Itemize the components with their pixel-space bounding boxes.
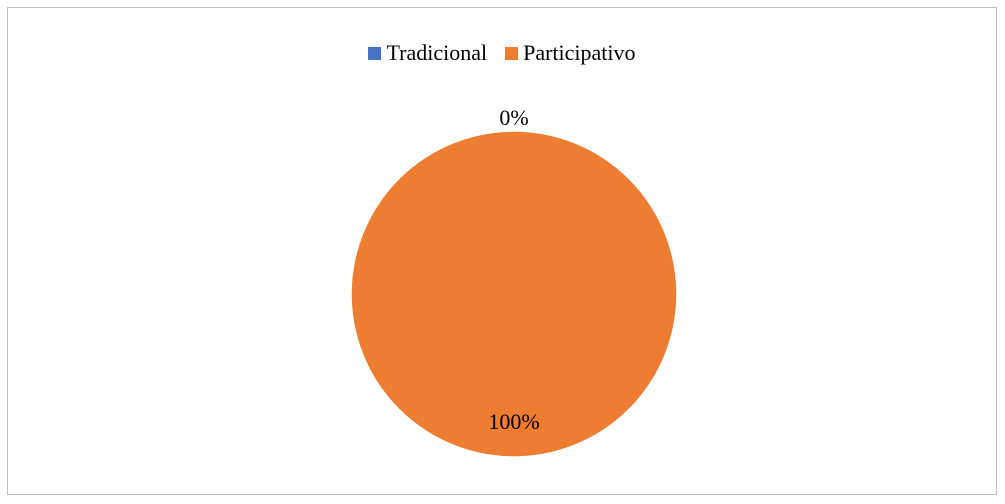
chart-frame: Tradicional Participativo 0% 100% [7,7,997,495]
chart-legend: Tradicional Participativo [8,40,996,66]
legend-item-tradicional: Tradicional [368,40,487,66]
legend-swatch-participativo [505,46,519,60]
data-label-tradicional: 0% [499,105,528,130]
pie-slice-participativo [350,130,678,458]
data-label-participativo: 100% [488,409,539,434]
legend-item-participativo: Participativo [505,40,636,66]
legend-swatch-tradicional [368,46,382,60]
legend-label-participativo: Participativo [523,40,636,65]
legend-label-tradicional: Tradicional [386,40,488,65]
pie-slices [350,130,678,458]
pie-chart: 0% 100% [350,105,678,458]
